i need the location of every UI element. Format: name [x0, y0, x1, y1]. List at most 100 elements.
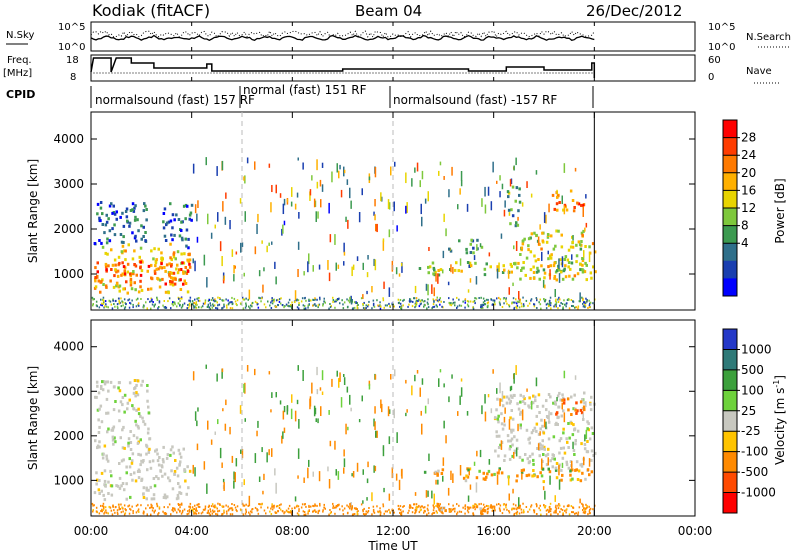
power-cell: [144, 239, 147, 243]
velocity-cell: [499, 508, 501, 511]
velocity-cell: [554, 468, 558, 472]
power-cell: [122, 241, 125, 244]
power-cell: [549, 304, 552, 307]
velocity-cell: [117, 386, 120, 390]
velocity-cell: [152, 493, 156, 497]
power-cell: [99, 206, 103, 210]
velocity-cell: [544, 505, 547, 507]
velocity-cell: [213, 506, 216, 509]
power-cell: [137, 297, 139, 300]
power-cell: [517, 216, 519, 221]
power-cell: [111, 263, 115, 267]
power-cell: [513, 165, 515, 171]
velocity-cell: [277, 510, 279, 513]
power-cell: [583, 270, 587, 274]
velocity-cell: [224, 423, 227, 431]
power-cell: [581, 257, 584, 260]
power-cell: [373, 258, 375, 267]
velocity-cell: [127, 437, 131, 441]
velocity-cell: [553, 400, 557, 404]
power-cell: [576, 201, 579, 205]
power-cell: [222, 278, 225, 284]
velocity-cell: [228, 507, 231, 510]
velocity-cell: [523, 402, 527, 406]
power-cell: [484, 300, 486, 302]
power-cell: [362, 307, 365, 309]
velocity-cell: [512, 428, 515, 432]
power-cell: [96, 261, 99, 265]
colorbar-tick-label: -100: [741, 445, 768, 459]
power-cell: [142, 304, 145, 307]
velocity-cell: [516, 474, 519, 478]
power-cell: [178, 234, 182, 238]
power-cell: [433, 299, 435, 302]
power-cell: [390, 166, 392, 176]
velocity-cell: [95, 395, 98, 399]
velocity-cell: [235, 458, 238, 467]
power-cell: [114, 300, 117, 303]
power-cell: [413, 297, 415, 300]
power-cell: [554, 300, 557, 303]
power-cell: [141, 260, 144, 264]
colorbar-swatch: [723, 225, 737, 244]
velocity-cell: [129, 495, 132, 499]
velocity-cell: [383, 512, 385, 515]
velocity-cell: [117, 381, 121, 385]
power-cell: [104, 305, 106, 308]
velocity-cell: [317, 510, 320, 513]
power-cell: [416, 162, 419, 172]
power-cell: [577, 307, 579, 310]
velocity-cell: [415, 505, 418, 508]
velocity-cell: [423, 511, 425, 514]
velocity-cell: [498, 467, 501, 471]
power-cell: [170, 307, 172, 310]
power-cell: [571, 245, 575, 249]
velocity-cell: [371, 492, 373, 502]
velocity-cell: [211, 505, 213, 508]
velocity-cell: [591, 432, 595, 435]
velocity-cell: [285, 509, 288, 512]
velocity-cell: [548, 509, 550, 512]
power-cell: [150, 307, 152, 310]
velocity-cell: [503, 454, 507, 458]
velocity-cell: [486, 512, 489, 515]
x-tick-label: 12:00: [376, 524, 411, 538]
power-cell: [466, 261, 470, 264]
power-cell: [528, 302, 531, 305]
velocity-cell: [531, 452, 534, 456]
velocity-cell: [466, 506, 469, 509]
power-cell: [181, 238, 184, 242]
velocity-cell: [137, 476, 141, 480]
velocity-cell: [381, 403, 383, 413]
velocity-cell: [286, 510, 289, 513]
velocity-cell: [282, 410, 285, 420]
velocity-cell: [517, 423, 519, 432]
power-cell: [415, 299, 418, 302]
power-cell: [472, 251, 475, 255]
velocity-cell: [94, 395, 97, 399]
power-cell: [188, 217, 191, 221]
velocity-cell: [480, 510, 482, 513]
velocity-cell: [126, 407, 129, 411]
power-cell: [329, 306, 332, 309]
power-cell: [467, 300, 470, 303]
velocity-cell: [388, 493, 391, 501]
power-cell: [315, 304, 317, 307]
velocity-cell: [424, 405, 427, 414]
velocity-cell: [501, 427, 505, 431]
power-cell: [483, 267, 487, 271]
freq-left-tick-bottom: 8: [70, 72, 76, 83]
power-cell: [139, 279, 142, 283]
power-cell: [529, 268, 533, 272]
x-tick-label: 04:00: [174, 524, 209, 538]
x-tick-label: 08:00: [275, 524, 310, 538]
power-cell: [458, 239, 461, 243]
velocity-cell: [551, 457, 554, 461]
velocity-cell: [480, 512, 482, 515]
power-cell: [188, 302, 191, 305]
velocity-cell: [574, 442, 577, 446]
velocity-cell: [242, 504, 245, 507]
power-cell: [196, 213, 198, 222]
power-cell: [215, 307, 217, 309]
velocity-cell: [356, 513, 359, 516]
